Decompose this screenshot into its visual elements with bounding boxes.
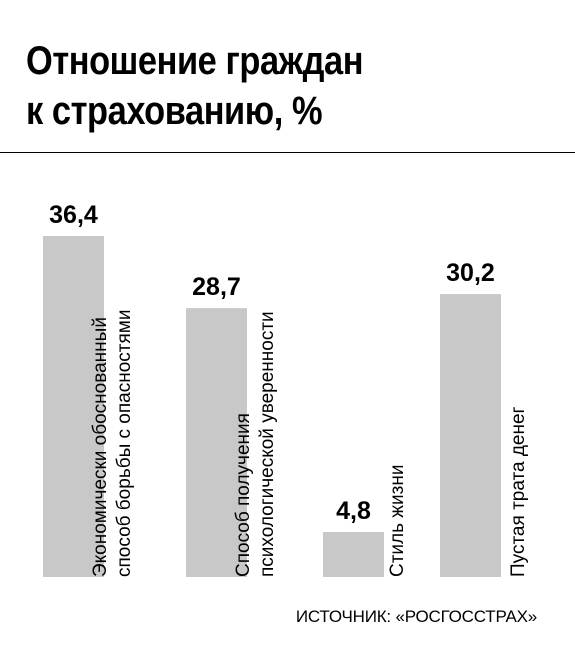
category-label-3-line-1: Стиль жизни — [387, 465, 408, 577]
bar-4 — [440, 294, 501, 577]
bar-3 — [323, 532, 384, 577]
chart-title-line-1: Отношение граждан — [26, 39, 364, 83]
value-label-3: 4,8 — [336, 497, 371, 525]
chart-title: Отношение граждан к страхованию, % — [26, 36, 473, 136]
value-label-1: 36,4 — [49, 201, 98, 229]
category-label-2-line-1: Способ получения — [233, 413, 254, 577]
value-label-4: 30,2 — [446, 259, 495, 287]
category-label-4-line-1: Пустая трата денег — [508, 406, 529, 577]
category-label-1-line-2: способ борьбы с опасностями — [114, 310, 135, 577]
category-label-2-line-2: психологической уверенности — [257, 311, 278, 577]
bar-chart: 36,4 Экономически обоснованный способ борь… — [43, 201, 529, 577]
bar-2 — [186, 308, 247, 577]
value-label-2: 28,7 — [192, 273, 241, 301]
chart-title-line-2: к страхованию, % — [26, 89, 323, 133]
category-label-1-line-1: Экономически обоснованный — [90, 317, 111, 577]
title-divider — [0, 152, 575, 153]
bar-1 — [43, 236, 104, 577]
source-note: ИСТОЧНИК: «РОСГОССТРАХ» — [295, 607, 537, 626]
